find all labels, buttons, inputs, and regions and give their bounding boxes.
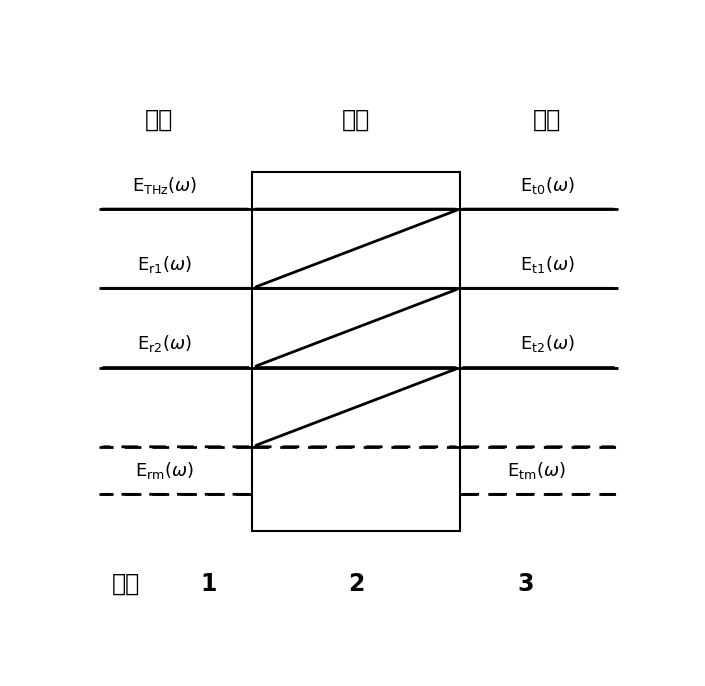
Text: $\mathrm{E_{t1}}(\omega)$: $\mathrm{E_{t1}}(\omega)$ [520,254,575,275]
Text: 1: 1 [200,572,216,596]
Text: 入射: 入射 [145,107,173,131]
Text: $\mathrm{E_{t2}}(\omega)$: $\mathrm{E_{t2}}(\omega)$ [520,333,575,355]
Text: 样品: 样品 [342,107,370,131]
Text: $\mathrm{E_{r2}}(\omega)$: $\mathrm{E_{r2}}(\omega)$ [137,333,192,355]
Text: 出射: 出射 [533,107,561,131]
Text: 2: 2 [348,572,364,596]
Bar [252,172,460,531]
Text: 3: 3 [517,572,534,596]
Text: 介质: 介质 [112,572,140,596]
Text: $\mathrm{E_{tm}}(\omega)$: $\mathrm{E_{tm}}(\omega)$ [507,460,565,481]
Text: $\mathrm{E_{THz}}(\omega)$: $\mathrm{E_{THz}}(\omega)$ [132,175,197,196]
Text: $\mathrm{E_{r1}}(\omega)$: $\mathrm{E_{r1}}(\omega)$ [137,254,192,275]
Text: $\mathrm{E_{t0}}(\omega)$: $\mathrm{E_{t0}}(\omega)$ [520,175,575,196]
Text: $\mathrm{E_{rm}}(\omega)$: $\mathrm{E_{rm}}(\omega)$ [135,460,194,481]
